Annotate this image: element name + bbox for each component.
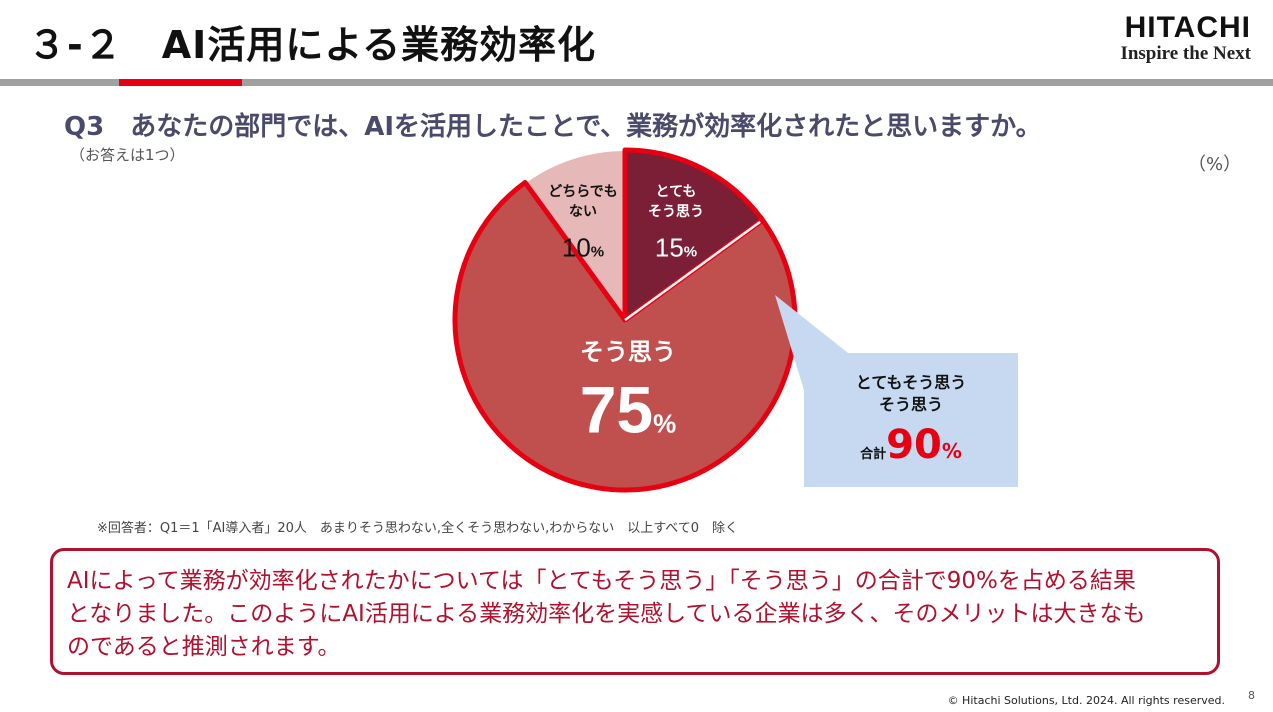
callout-line-1: とてもそう思う: [855, 373, 967, 392]
callout-total-value: 90: [886, 422, 942, 468]
callout-total-label: 合計: [860, 447, 887, 462]
slice-label-0-line-1: そう思う: [648, 204, 704, 220]
slice-value-0: 15%: [655, 232, 697, 262]
question-text: Q3 あなたの部門では、AIを活用したことで、業務が効率化されたと思いますか。: [64, 112, 1042, 142]
slide-title: ３-２ AI活用による業務効率化: [28, 23, 597, 67]
copyright: © Hitachi Solutions, Ltd. 2024. All righ…: [947, 694, 1225, 707]
callout-pointer: [775, 295, 848, 397]
pie-divider: [624, 220, 761, 322]
callout-total: 合計90%: [804, 422, 1018, 468]
callout-line-2: そう思う: [878, 395, 943, 414]
unit-label: （%）: [1188, 154, 1242, 175]
slice-label-0-line-0: とても: [656, 184, 697, 200]
summary-line-3: のであると推測されます。: [67, 634, 341, 660]
slice-value-1: 75%: [580, 372, 677, 446]
question-note: （お答えは1つ）: [70, 146, 185, 164]
slice-label-2-line-0: どちらでも: [548, 184, 618, 200]
logo-tagline: Inspire the Next: [1120, 43, 1251, 64]
header-divider: [0, 79, 1273, 86]
footnote: ※回答者：Q1＝1「AI導入者」20人 あまりそう思わない,全くそう思わない,わ…: [97, 521, 739, 536]
slice-value-2: 10%: [562, 232, 604, 262]
slice-label-2-line-1: ない: [569, 204, 597, 220]
summary-line-1: AIによって業務が効率化されたかについては「とてもそう思う」「そう思う」の合計で…: [67, 568, 1136, 594]
slice-label-1-line-0: そう思う: [580, 338, 676, 366]
pie-highlight-outline-0: [622, 147, 766, 323]
summary-line-2: となりました。このようにAI活用による業務効率化を実感している企業は多く、そのメ…: [67, 601, 1146, 627]
summary-box: AIによって業務が効率化されたかについては「とてもそう思う」「そう思う」の合計で…: [50, 548, 1220, 675]
callout-total-unit: %: [941, 439, 962, 463]
hitachi-logo: HITACHI Inspire the Next: [1120, 12, 1251, 64]
page-number: 8: [1248, 689, 1255, 702]
pie-slice-2: [523, 148, 626, 324]
total-callout: とてもそう思う そう思う 合計90%: [804, 353, 1018, 487]
logo-wordmark: HITACHI: [1124, 11, 1251, 44]
header-divider-accent: [119, 79, 242, 86]
